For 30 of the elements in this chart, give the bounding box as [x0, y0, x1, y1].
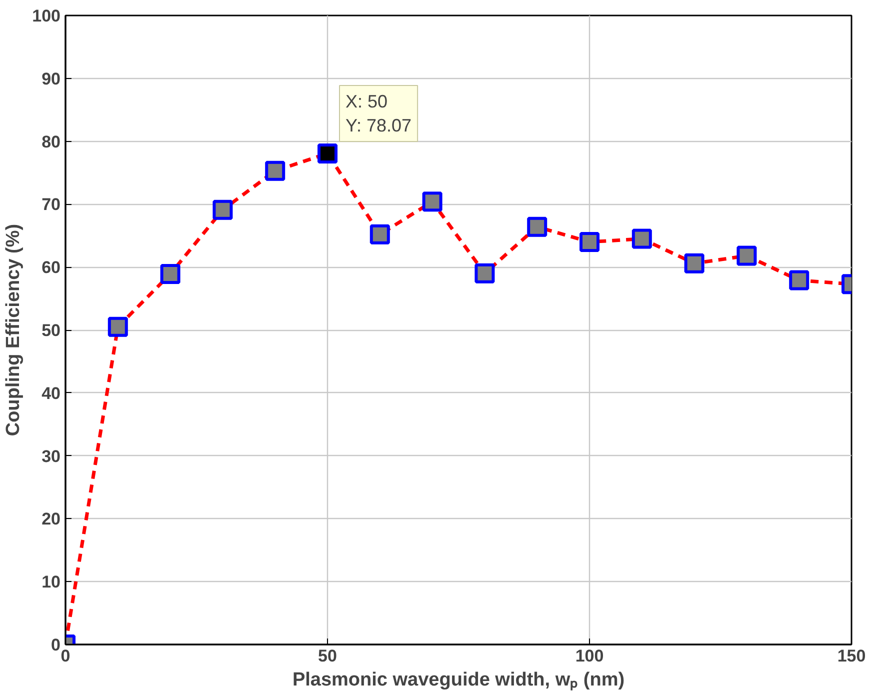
point [422, 192, 442, 212]
point [527, 216, 548, 237]
point [160, 264, 180, 284]
y-tick-label: 10 [42, 572, 61, 592]
point [632, 228, 652, 249]
point [736, 246, 757, 266]
annotation: X: 50 Y: 78.07 [346, 91, 412, 136]
y-tick-label: 100 [32, 6, 61, 26]
x-tick-label: 150 [837, 646, 866, 666]
point [474, 263, 495, 284]
point [108, 316, 128, 337]
point [370, 224, 390, 244]
y-tick-label: 90 [42, 69, 61, 88]
point [789, 270, 810, 290]
y-tick-label: 50 [42, 321, 61, 340]
y-tick-label: 80 [42, 132, 61, 152]
point [265, 160, 286, 181]
y-axis-title: Coupling Efficiency (%) [3, 224, 24, 436]
point [318, 143, 338, 164]
y-tick-label: 20 [42, 510, 61, 529]
x-tick-label: 50 [318, 646, 337, 666]
point [580, 232, 600, 252]
x-axis-title: Plasmonic waveguide width, wₚ (nm) [292, 670, 625, 690]
y-tick-label: 30 [42, 446, 61, 466]
y-tick-label: 60 [42, 258, 61, 278]
point [684, 253, 704, 274]
point [212, 200, 233, 220]
y-tick-label: 40 [42, 384, 61, 403]
x-tick-label: 100 [575, 646, 604, 666]
y-tick-label: 70 [42, 195, 61, 214]
